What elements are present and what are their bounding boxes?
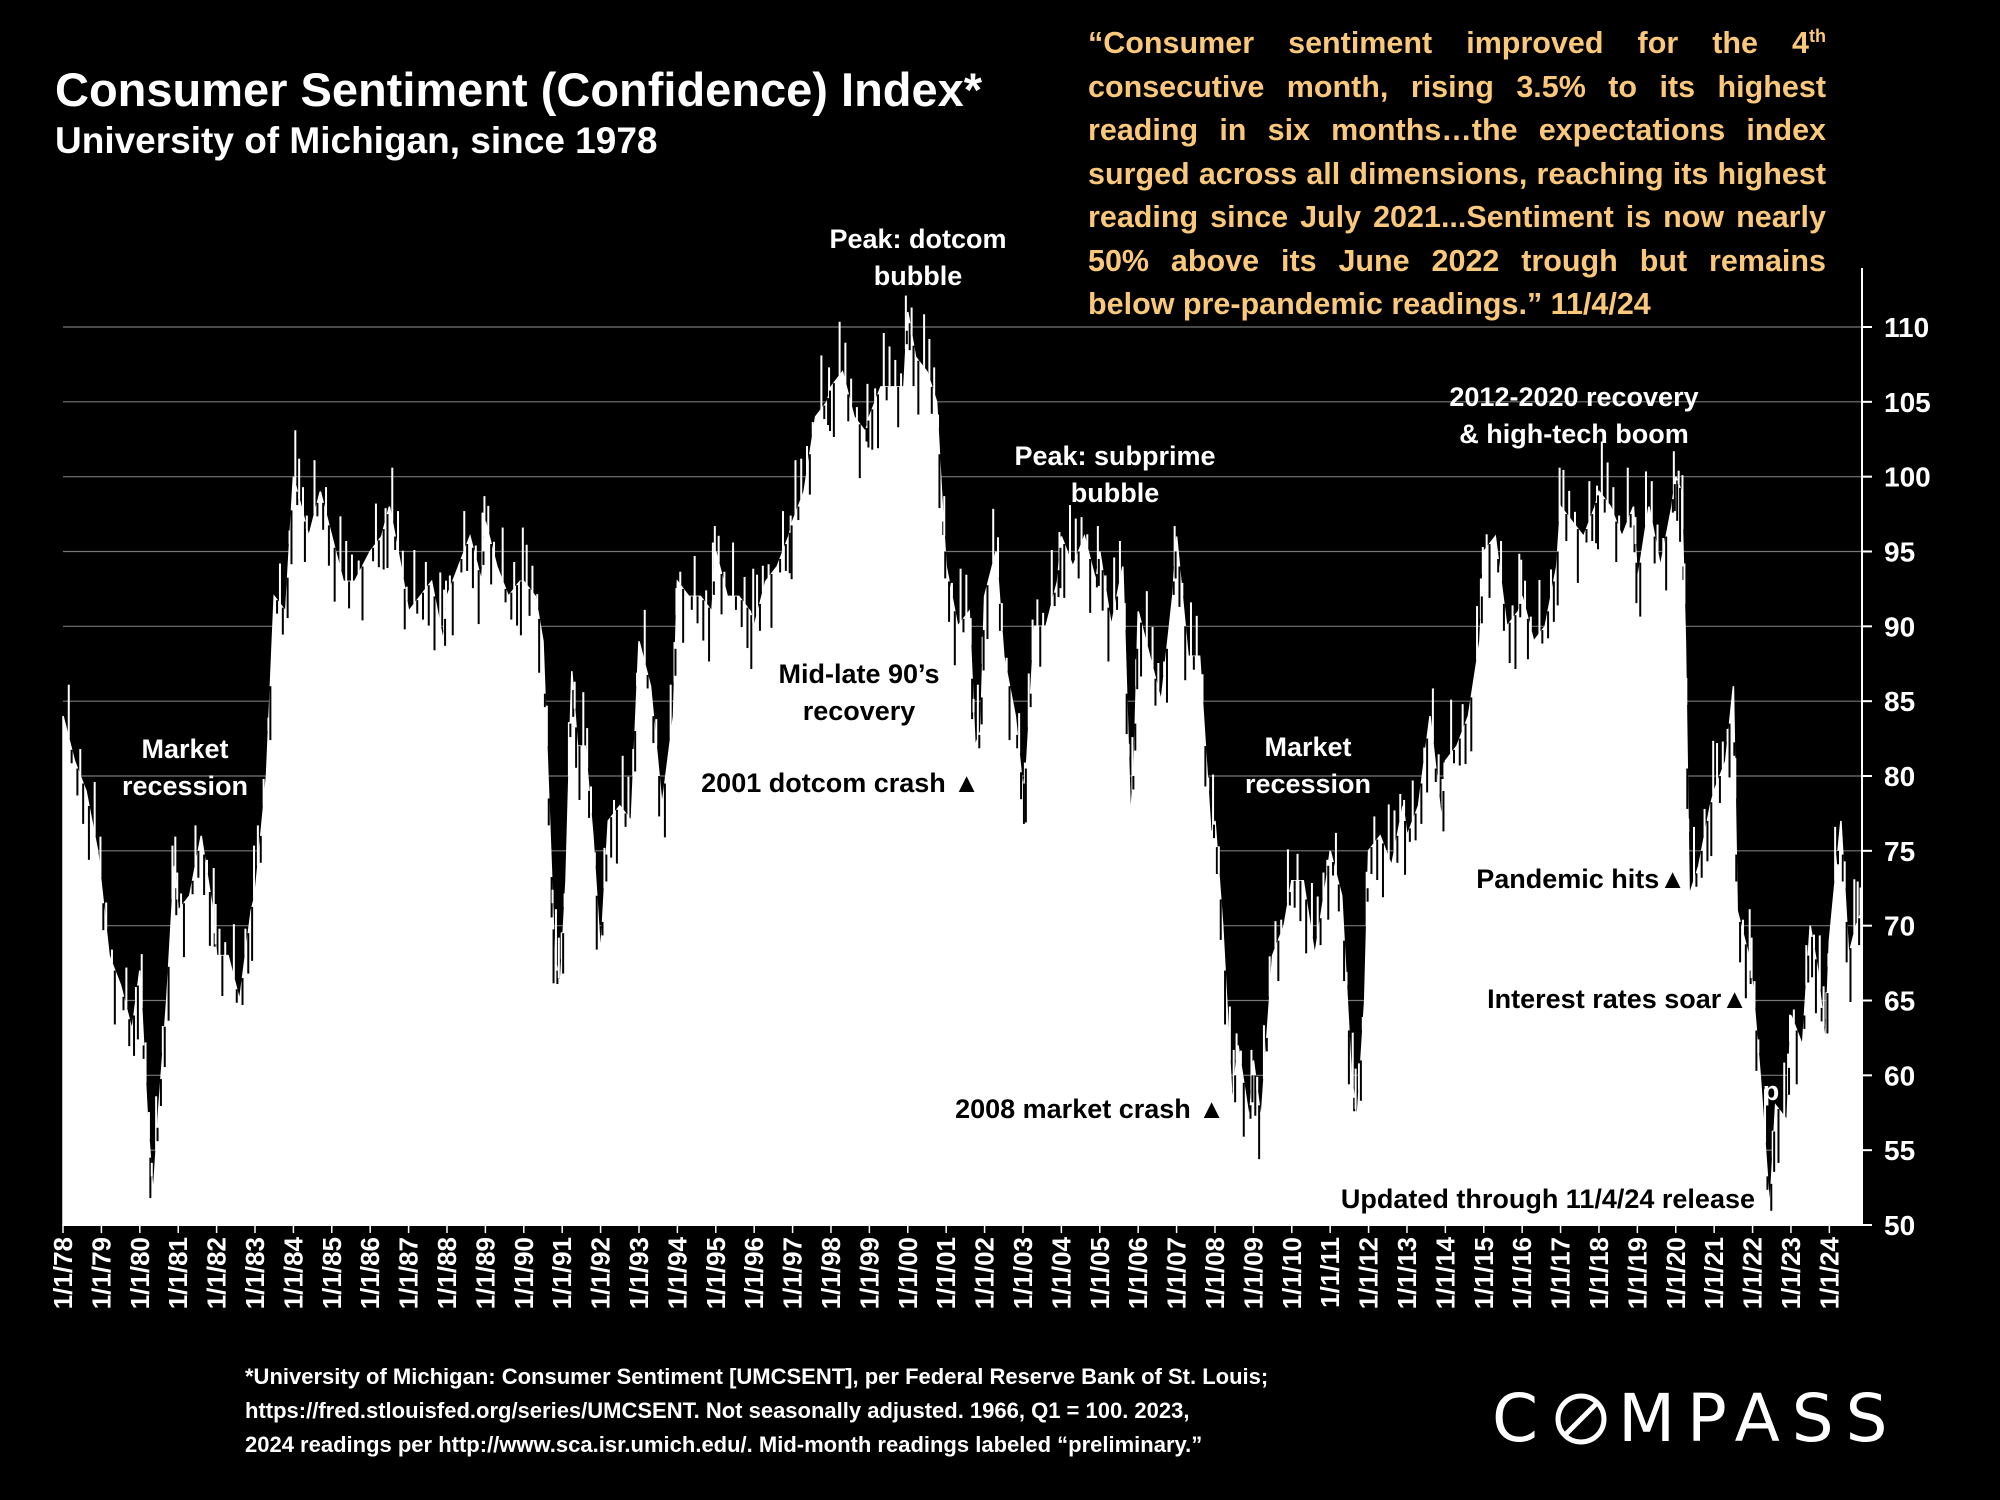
x-tick-label: 1/1/81 (163, 1237, 193, 1309)
footnote-line-1: *University of Michigan: Consumer Sentim… (245, 1364, 1269, 1389)
x-tick-label: 1/1/10 (1277, 1237, 1307, 1309)
x-tick-label: 1/1/13 (1392, 1237, 1422, 1309)
x-tick-label: 1/1/99 (854, 1237, 884, 1309)
x-tick-label: 1/1/07 (1162, 1237, 1192, 1309)
annotation-interest-rates-soar: Interest rates soar▲ (1487, 984, 1748, 1014)
x-tick-label: 1/1/93 (624, 1237, 654, 1309)
x-tick-label: 1/1/15 (1469, 1237, 1499, 1309)
x-tick-label: 1/1/16 (1507, 1237, 1537, 1309)
compass-logo: C MPASS (1492, 1380, 1900, 1457)
annotation-2012-recovery: 2012-2020 recovery (1449, 382, 1698, 412)
annotation-2001-dotcom-crash: 2001 dotcom crash ▲ (701, 768, 980, 798)
x-tick-label: 1/1/89 (470, 1237, 500, 1309)
y-tick-label: 85 (1884, 686, 1915, 717)
x-tick-label: 1/1/98 (816, 1237, 846, 1309)
annotation-updated-through: Updated through 11/4/24 release (1341, 1184, 1755, 1214)
x-tick-label: 1/1/22 (1738, 1237, 1768, 1309)
y-tick-label: 65 (1884, 986, 1915, 1017)
x-tick-label: 1/1/11 (1315, 1237, 1345, 1308)
x-tick-label: 1/1/12 (1354, 1237, 1384, 1309)
x-tick-label: 1/1/92 (586, 1237, 616, 1309)
quote-text-end: consecutive month, rising 3.5% to its hi… (1088, 69, 1826, 322)
annotation-90s-recovery: Mid-late 90’s (778, 659, 939, 689)
x-tick-label: 1/1/00 (893, 1237, 923, 1309)
x-tick-label: 1/1/09 (1238, 1237, 1268, 1309)
x-tick-label: 1/1/96 (739, 1237, 769, 1309)
x-tick-label: 1/1/06 (1123, 1237, 1153, 1309)
annotation-1990-recession: 1990 (529, 1026, 589, 1056)
x-tick-label: 1/1/03 (1008, 1237, 1038, 1309)
x-tick-label: 1/1/14 (1430, 1236, 1460, 1309)
annotation-peak-dotcom: Peak: dotcom (829, 224, 1006, 254)
x-tick-label: 1/1/94 (662, 1236, 692, 1309)
y-tick-label: 50 (1884, 1210, 1915, 1241)
x-tick-label: 1/1/90 (509, 1237, 539, 1309)
y-tick-label: 55 (1884, 1135, 1915, 1166)
annotation-pandemic-hits: Pandemic hits▲ (1476, 864, 1686, 894)
x-tick-label: 1/1/84 (278, 1236, 308, 1309)
y-tick-label: 70 (1884, 911, 1915, 942)
y-tick-label: 105 (1884, 387, 1931, 418)
y-tick-label: 75 (1884, 836, 1915, 867)
y-tick-label: 100 (1884, 462, 1931, 493)
annotation-1990-recession: recession (496, 1063, 622, 1093)
quote-block: “Consumer sentiment improved for the 4th… (1088, 22, 1826, 327)
x-tick-label: 1/1/91 (547, 1237, 577, 1309)
annotation-market-recession-1: Market (141, 734, 228, 764)
chart-subtitle: University of Michigan, since 1978 (55, 120, 658, 161)
x-tick-label: 1/1/21 (1699, 1237, 1729, 1309)
x-tick-label: 1/1/79 (86, 1237, 116, 1309)
annotation-peak-subprime: bubble (1071, 478, 1160, 508)
chart-title: Consumer Sentiment (Confidence) Index* (55, 63, 983, 116)
x-tick-label: 1/1/05 (1085, 1237, 1115, 1309)
quote-text-start: “Consumer sentiment improved for the 4 (1088, 26, 1809, 60)
x-tick-label: 1/1/01 (931, 1237, 961, 1309)
x-tick-label: 1/1/88 (432, 1237, 462, 1309)
x-tick-label: 1/1/97 (778, 1237, 808, 1309)
footnote: *University of Michigan: Consumer Sentim… (245, 1360, 1375, 1462)
annotation-market-recession-1: recession (122, 771, 248, 801)
annotation-preliminary-mark: p (1763, 1076, 1780, 1106)
x-tick-label: 1/1/20 (1661, 1237, 1691, 1309)
x-tick-label: 1/1/08 (1200, 1237, 1230, 1309)
x-tick-label: 1/1/87 (394, 1237, 424, 1309)
y-tick-label: 60 (1884, 1060, 1915, 1091)
y-tick-label: 90 (1884, 611, 1915, 642)
x-tick-label: 1/1/83 (240, 1237, 270, 1309)
x-tick-label: 1/1/04 (1046, 1236, 1076, 1309)
x-tick-label: 1/1/86 (355, 1237, 385, 1309)
annotation-peak-subprime: Peak: subprime (1014, 441, 1215, 471)
x-tick-label: 1/1/19 (1622, 1237, 1652, 1309)
annotation-market-recession-2: Market (1264, 732, 1351, 762)
x-tick-label: 1/1/17 (1546, 1237, 1576, 1309)
x-tick-label: 1/1/02 (970, 1237, 1000, 1309)
y-tick-label: 95 (1884, 537, 1915, 568)
annotation-2008-market-crash: 2008 market crash ▲ (955, 1094, 1225, 1124)
x-tick-label: 1/1/85 (317, 1237, 347, 1309)
annotation-1980s-recovery: 1980’s recovery (307, 734, 509, 764)
x-tick-label: 1/1/80 (125, 1237, 155, 1309)
compass-o-icon (1555, 1393, 1607, 1444)
annotation-90s-recovery: recovery (803, 696, 916, 726)
annotation-peak-dotcom: bubble (874, 261, 963, 291)
annotation-2012-recovery: & high-tech boom (1459, 419, 1688, 449)
y-tick-label: 80 (1884, 761, 1915, 792)
footnote-line-3: 2024 readings per http://www.sca.isr.umi… (245, 1432, 1203, 1457)
y-tick-label: 110 (1884, 312, 1929, 343)
annotation-market-recession-2: recession (1245, 769, 1371, 799)
footnote-line-2: https://fred.stlouisfed.org/series/UMCSE… (245, 1398, 1190, 1423)
quote-superscript: th (1809, 25, 1826, 46)
logo-letter-c: C (1492, 1380, 1551, 1457)
x-tick-label: 1/1/24 (1814, 1236, 1844, 1309)
logo-letters-mpass: MPASS (1618, 1380, 1900, 1457)
x-tick-label: 1/1/23 (1776, 1237, 1806, 1309)
x-tick-label: 1/1/78 (48, 1237, 78, 1309)
x-tick-label: 1/1/18 (1584, 1237, 1614, 1309)
x-tick-label: 1/1/95 (701, 1237, 731, 1309)
x-tick-label: 1/1/82 (202, 1237, 232, 1309)
